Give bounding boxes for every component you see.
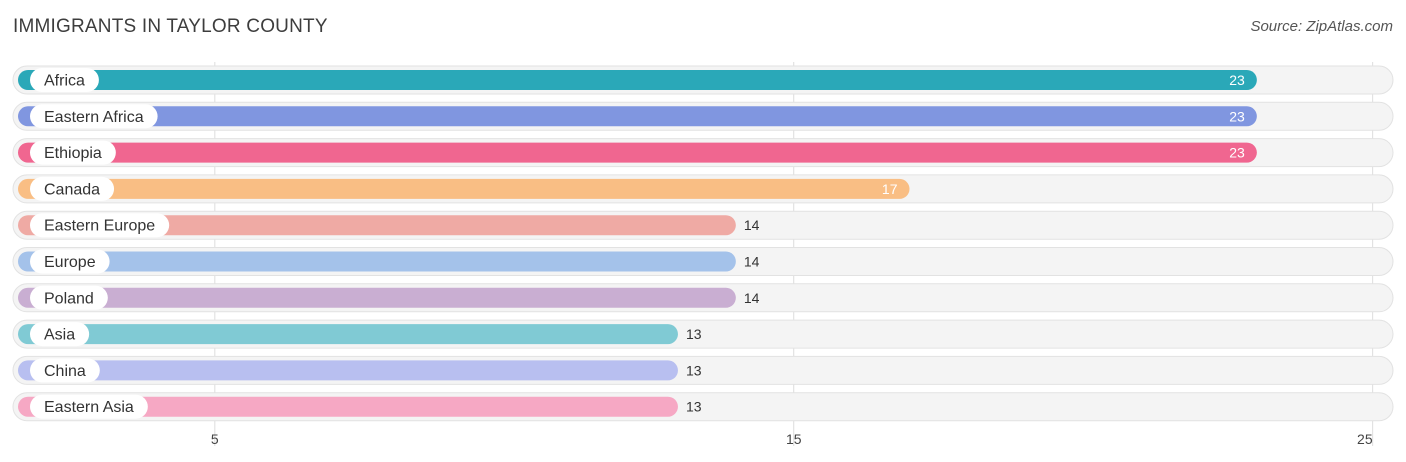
value-label: 14	[744, 217, 760, 233]
chart-title: IMMIGRANTS IN TAYLOR COUNTY	[13, 16, 328, 37]
bar	[18, 70, 1257, 90]
bar-row: Canada 17	[12, 174, 1394, 204]
bar-row: Eastern Europe 14	[12, 210, 1394, 240]
value-label: 13	[686, 362, 702, 378]
category-label: Poland	[44, 290, 94, 307]
category-pill	[30, 104, 158, 129]
value-label: 23	[1229, 108, 1245, 124]
category-label: China	[44, 363, 86, 380]
value-label: 14	[744, 290, 760, 306]
x-tick-label: 15	[786, 431, 802, 447]
category-label: Eastern Europe	[44, 218, 155, 235]
value-label: 17	[882, 181, 898, 197]
bar-row: Eastern Africa 23	[12, 101, 1394, 131]
bar	[18, 251, 736, 272]
category-label: Eastern Africa	[44, 109, 144, 126]
bar	[18, 178, 910, 199]
bar	[18, 287, 736, 308]
value-label: 13	[686, 399, 702, 415]
category-label: Canada	[44, 181, 100, 198]
bar	[18, 396, 678, 417]
category-pill	[30, 358, 100, 383]
category-pill	[30, 322, 90, 347]
bar-row: Ethiopia 23	[12, 138, 1394, 168]
category-pill	[30, 176, 115, 201]
category-pill	[30, 213, 170, 238]
category-label: Asia	[44, 327, 75, 344]
bar-row: Africa 23	[12, 65, 1394, 95]
bar	[18, 324, 678, 345]
category-label: Ethiopia	[44, 145, 102, 162]
bar-row: China 13	[12, 355, 1394, 385]
bar-row: Europe 14	[12, 247, 1394, 276]
bar-row: Asia 13	[12, 319, 1394, 349]
x-tick-label: 5	[211, 431, 219, 447]
bar	[18, 106, 1257, 127]
category-label: Africa	[44, 73, 85, 90]
category-pill	[30, 140, 116, 165]
value-label: 14	[744, 254, 760, 270]
category-label: Eastern Asia	[44, 399, 134, 416]
category-label: Europe	[44, 254, 96, 271]
value-label: 23	[1229, 72, 1245, 88]
category-pill	[30, 249, 110, 274]
value-label: 13	[686, 326, 702, 342]
bar-row: Poland 14	[12, 283, 1394, 313]
bar	[18, 360, 678, 381]
bar-row: Eastern Asia 13	[12, 392, 1394, 422]
category-pill	[30, 394, 148, 419]
category-pill	[30, 285, 108, 310]
x-tick-label: 25	[1357, 431, 1373, 447]
category-pill	[30, 68, 99, 92]
bar	[18, 142, 1257, 163]
source-note: Source: ZipAtlas.com	[1250, 18, 1393, 35]
bar	[18, 215, 736, 236]
value-label: 23	[1229, 145, 1245, 161]
